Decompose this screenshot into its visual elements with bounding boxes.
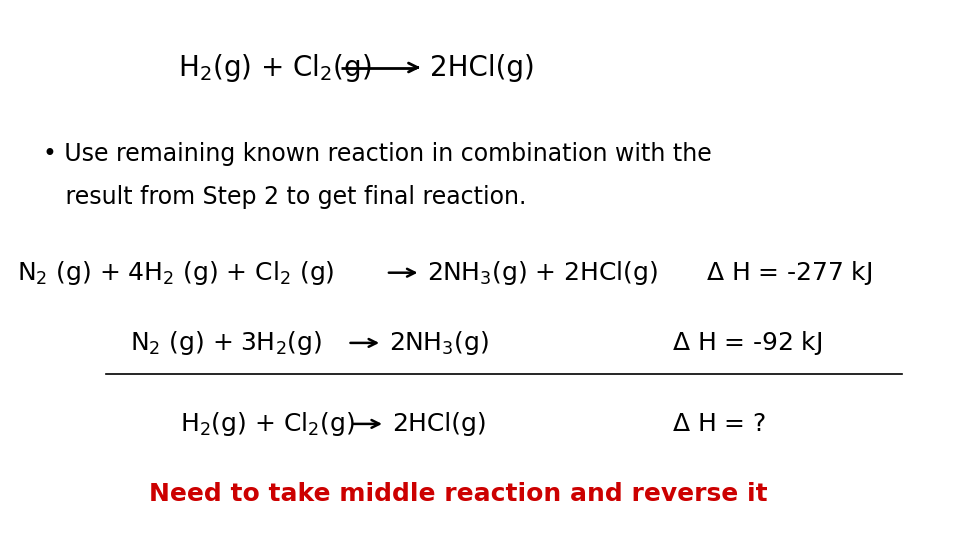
Text: 2HCl(g): 2HCl(g) [392,412,487,436]
Text: N$_2$ (g) + 3H$_2$(g): N$_2$ (g) + 3H$_2$(g) [130,329,322,357]
Text: 2HCl(g): 2HCl(g) [430,53,535,82]
Text: $\Delta$ H = -277 kJ: $\Delta$ H = -277 kJ [706,259,872,287]
Text: result from Step 2 to get final reaction.: result from Step 2 to get final reaction… [43,185,527,209]
Text: Need to take middle reaction and reverse it: Need to take middle reaction and reverse… [149,482,767,506]
Text: $\Delta$ H = ?: $\Delta$ H = ? [672,412,766,436]
Text: 2NH$_3$(g) + 2HCl(g): 2NH$_3$(g) + 2HCl(g) [427,259,659,287]
Text: N$_2$ (g) + 4H$_2$ (g) + Cl$_2$ (g): N$_2$ (g) + 4H$_2$ (g) + Cl$_2$ (g) [17,259,335,287]
Text: • Use remaining known reaction in combination with the: • Use remaining known reaction in combin… [43,142,712,166]
Text: 2NH$_3$(g): 2NH$_3$(g) [389,329,489,357]
Text: H$_2$(g) + Cl$_2$(g): H$_2$(g) + Cl$_2$(g) [178,51,372,84]
Text: H$_2$(g) + Cl$_2$(g): H$_2$(g) + Cl$_2$(g) [180,410,355,438]
Text: $\Delta$ H = -92 kJ: $\Delta$ H = -92 kJ [672,329,823,357]
